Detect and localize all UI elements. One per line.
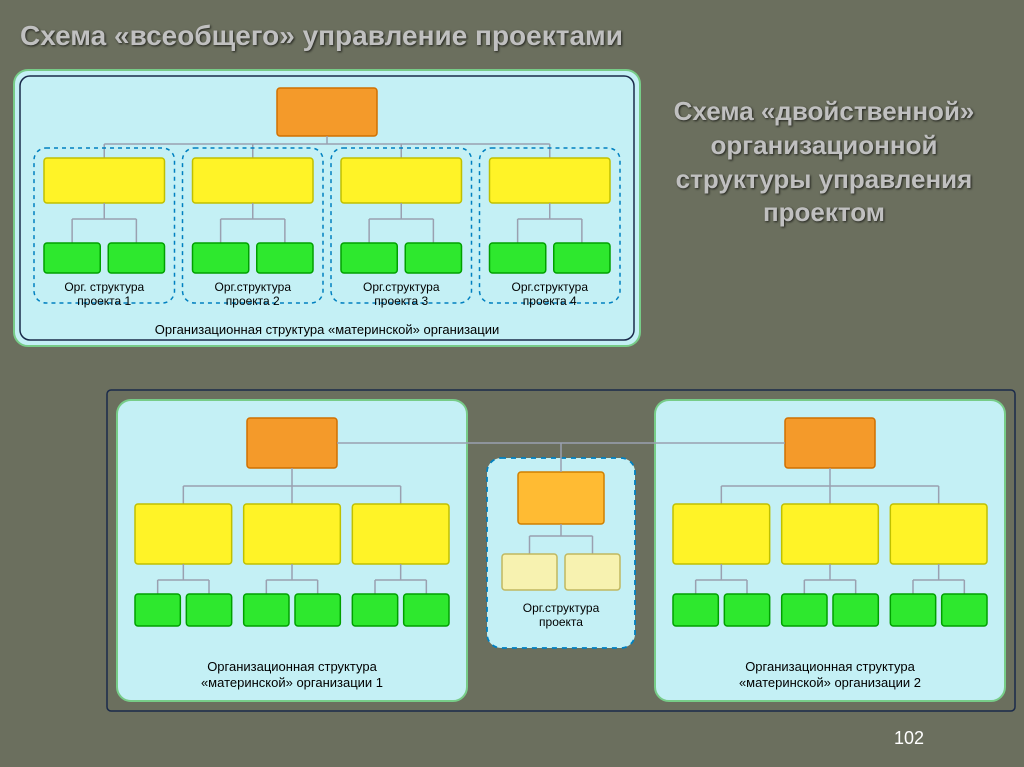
svg-text:Орг.структура: Орг.структура <box>523 601 600 615</box>
title-dual: Схема «двойственной» организационной стр… <box>664 95 984 230</box>
page-number: 102 <box>894 728 924 749</box>
svg-text:проекта 3: проекта 3 <box>374 294 428 308</box>
diagram-dual: Орг.структурапроекта Организационная стру… <box>105 388 1017 713</box>
svg-text:Организационная структура: Организационная структура <box>207 659 377 674</box>
svg-text:проекта: проекта <box>539 615 583 629</box>
svg-text:проекта 1: проекта 1 <box>77 294 131 308</box>
svg-text:Организационная структура «мат: Организационная структура «материнской» … <box>155 322 499 337</box>
svg-text:Орг.структура: Орг.структура <box>363 280 440 294</box>
svg-text:Орг.структура: Орг.структура <box>511 280 588 294</box>
title-universal: Схема «всеобщего» управление проектами <box>20 20 623 52</box>
svg-text:проекта 2: проекта 2 <box>226 294 280 308</box>
diagram-universal: Орг. структурапроекта 1Орг.структурапрое… <box>12 68 642 348</box>
svg-text:Организационная структура: Организационная структура <box>745 659 915 674</box>
svg-text:«материнской» организации 1: «материнской» организации 1 <box>201 675 383 690</box>
svg-text:проекта 4: проекта 4 <box>523 294 577 308</box>
svg-text:Орг.структура: Орг.структура <box>214 280 291 294</box>
svg-text:Орг. структура: Орг. структура <box>64 280 144 294</box>
svg-text:«материнской» организации 2: «материнской» организации 2 <box>739 675 921 690</box>
